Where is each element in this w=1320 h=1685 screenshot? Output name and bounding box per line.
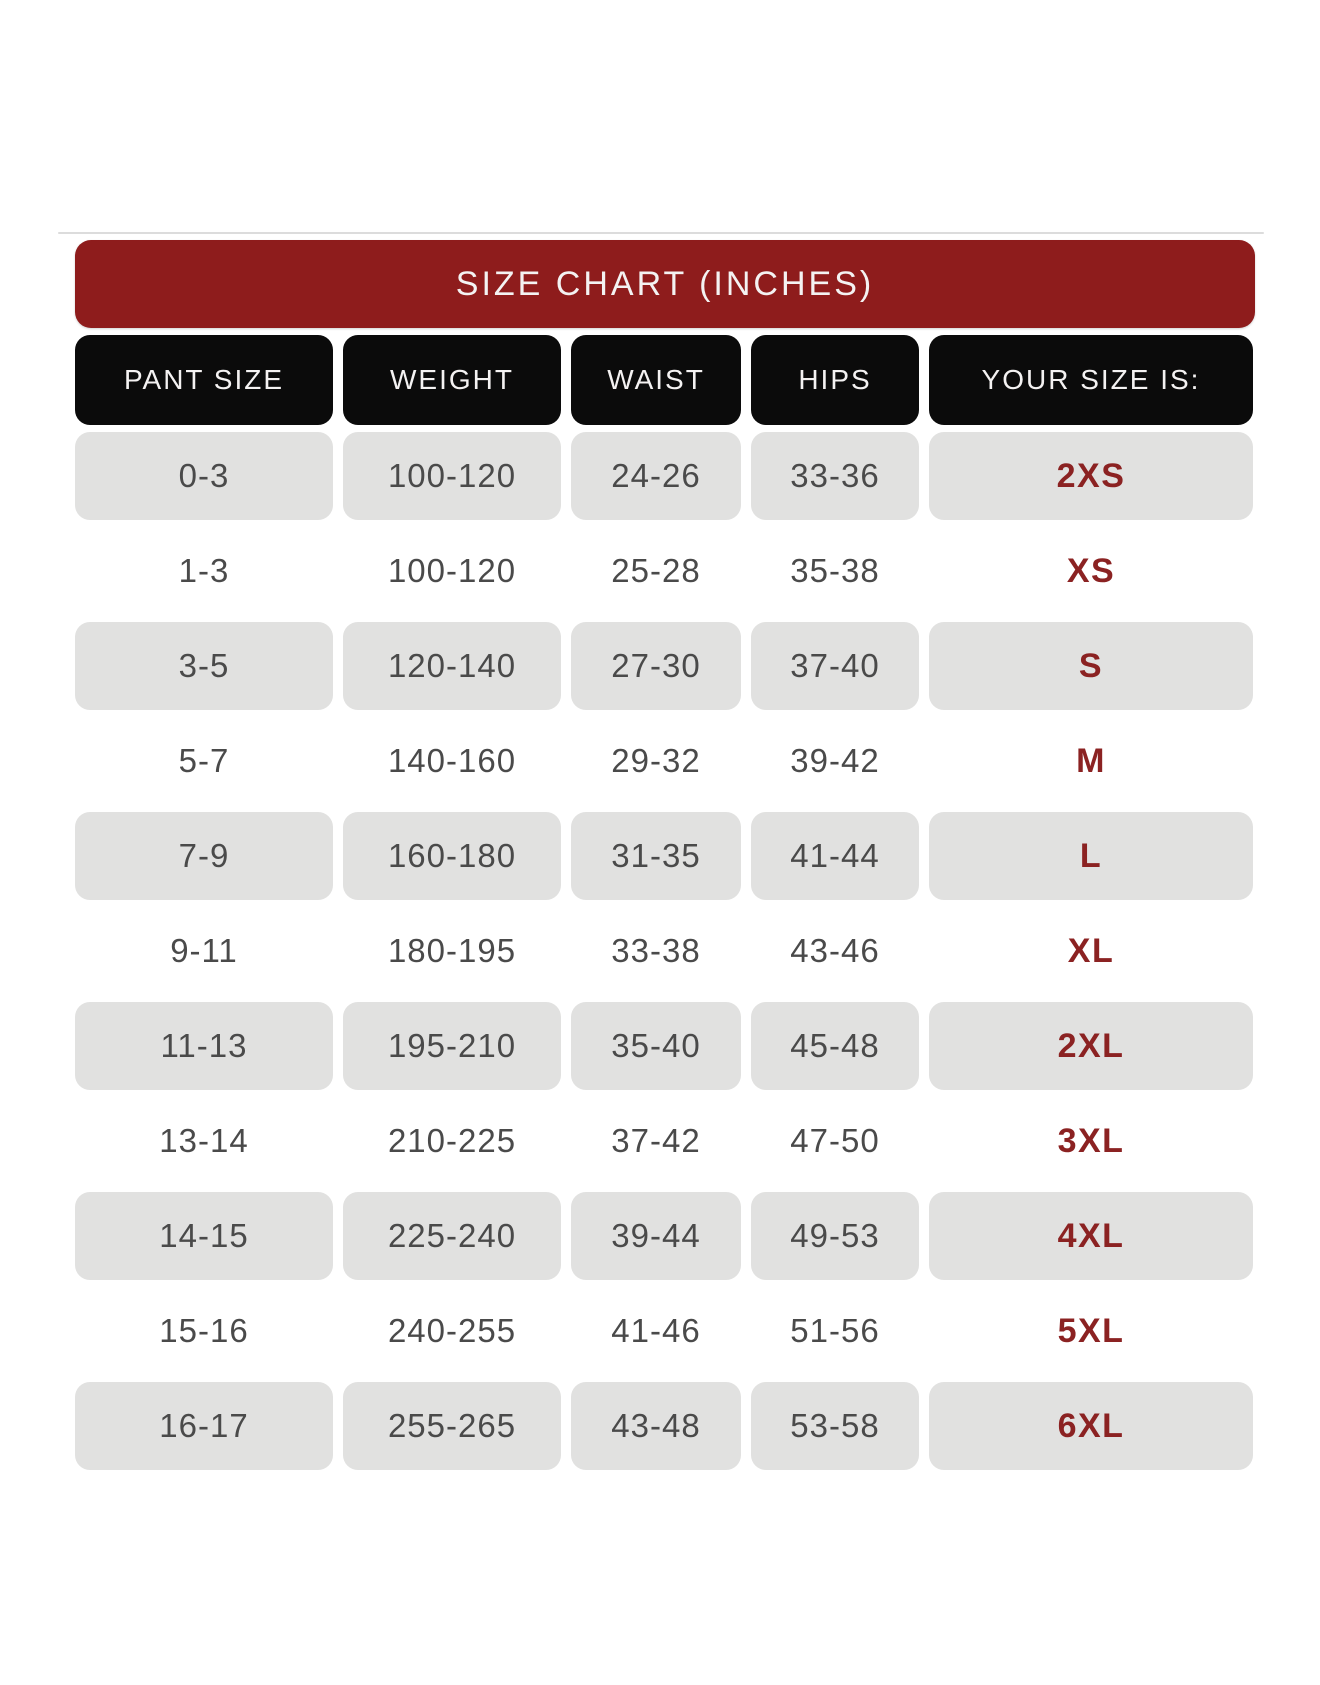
cell-weight: 160-180 [343, 812, 561, 900]
size-chart-title: SIZE CHART (INCHES) [455, 264, 875, 303]
cell-pant-size: 14-15 [75, 1192, 333, 1280]
cell-hips: 39-42 [790, 742, 880, 779]
cell-pant-size: 3-5 [75, 622, 333, 710]
divider-line [58, 232, 1264, 234]
cell-waist: 41-46 [611, 1312, 701, 1349]
cell-hips: 43-46 [790, 932, 880, 969]
cell-pant-size: 16-17 [75, 1382, 333, 1470]
header-weight: WEIGHT [343, 335, 561, 425]
cell-pant-size: 5-7 [178, 742, 230, 779]
cell-weight: 225-240 [343, 1192, 561, 1280]
cell-weight: 100-120 [343, 432, 561, 520]
size-table-header: PANT SIZE WEIGHT WAIST HIPS YOUR SIZE IS… [75, 335, 1255, 432]
cell-waist: 29-32 [611, 742, 701, 779]
cell-your-size: 6XL [929, 1382, 1253, 1470]
cell-your-size: M [1076, 741, 1106, 780]
cell-waist: 27-30 [571, 622, 741, 710]
cell-pant-size: 11-13 [75, 1002, 333, 1090]
cell-hips: 51-56 [790, 1312, 880, 1349]
cell-hips: 41-44 [751, 812, 919, 900]
cell-pant-size: 1-3 [178, 552, 230, 589]
table-row: 0-3 100-120 24-26 33-36 2XS [75, 432, 1255, 520]
cell-waist: 43-48 [571, 1382, 741, 1470]
header-your-size: YOUR SIZE IS: [929, 335, 1253, 425]
cell-waist: 37-42 [611, 1122, 701, 1159]
table-row: 15-16 240-255 41-46 51-56 5XL [75, 1287, 1255, 1375]
cell-hips: 45-48 [751, 1002, 919, 1090]
table-row: 5-7 140-160 29-32 39-42 M [75, 717, 1255, 805]
header-hips: HIPS [751, 335, 919, 425]
cell-your-size: XS [1066, 551, 1116, 590]
cell-pant-size: 9-11 [170, 932, 238, 969]
size-chart-title-bar: SIZE CHART (INCHES) [75, 240, 1255, 328]
cell-weight: 255-265 [343, 1382, 561, 1470]
cell-your-size: 4XL [929, 1192, 1253, 1280]
cell-weight: 210-225 [387, 1122, 517, 1159]
table-row: 13-14 210-225 37-42 47-50 3XL [75, 1097, 1255, 1185]
cell-weight: 180-195 [387, 932, 517, 969]
cell-hips: 49-53 [751, 1192, 919, 1280]
cell-hips: 35-38 [790, 552, 880, 589]
size-chart: SIZE CHART (INCHES) PANT SIZE WEIGHT WAI… [75, 240, 1255, 1477]
cell-waist: 33-38 [611, 932, 701, 969]
cell-your-size: 5XL [1057, 1311, 1125, 1350]
cell-pant-size: 13-14 [159, 1122, 249, 1159]
table-row: 11-13 195-210 35-40 45-48 2XL [75, 1002, 1255, 1090]
cell-weight: 240-255 [387, 1312, 517, 1349]
cell-your-size: S [929, 622, 1253, 710]
cell-your-size: 3XL [1057, 1121, 1125, 1160]
cell-your-size: 2XL [929, 1002, 1253, 1090]
cell-your-size: 2XS [929, 432, 1253, 520]
cell-waist: 35-40 [571, 1002, 741, 1090]
header-waist: WAIST [571, 335, 741, 425]
size-table-body: 0-3 100-120 24-26 33-36 2XS 1-3 100-120 25-28 35… [75, 432, 1255, 1470]
cell-waist: 39-44 [571, 1192, 741, 1280]
cell-weight: 120-140 [343, 622, 561, 710]
cell-pant-size: 7-9 [75, 812, 333, 900]
cell-hips: 33-36 [751, 432, 919, 520]
table-row: 16-17 255-265 43-48 53-58 6XL [75, 1382, 1255, 1470]
cell-waist: 31-35 [571, 812, 741, 900]
cell-hips: 47-50 [790, 1122, 880, 1159]
table-row: 3-5 120-140 27-30 37-40 S [75, 622, 1255, 710]
header-pant-size: PANT SIZE [75, 335, 333, 425]
cell-weight: 195-210 [343, 1002, 561, 1090]
table-row: 1-3 100-120 25-28 35-38 XS [75, 527, 1255, 615]
cell-waist: 24-26 [571, 432, 741, 520]
cell-pant-size: 15-16 [159, 1312, 249, 1349]
cell-waist: 25-28 [611, 552, 701, 589]
cell-hips: 53-58 [751, 1382, 919, 1470]
cell-weight: 100-120 [387, 552, 517, 589]
cell-pant-size: 0-3 [75, 432, 333, 520]
table-row: 14-15 225-240 39-44 49-53 4XL [75, 1192, 1255, 1280]
table-row: 7-9 160-180 31-35 41-44 L [75, 812, 1255, 900]
cell-weight: 140-160 [387, 742, 517, 779]
table-row: 9-11 180-195 33-38 43-46 XL [75, 907, 1255, 995]
cell-your-size: L [929, 812, 1253, 900]
cell-hips: 37-40 [751, 622, 919, 710]
cell-your-size: XL [1067, 931, 1115, 970]
